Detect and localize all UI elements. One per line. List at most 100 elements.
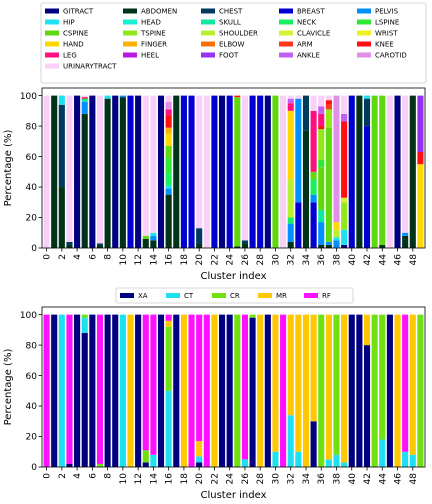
bar-segment-chest-cluster-34 (302, 95, 310, 131)
x-tick-label: 26 (241, 473, 251, 485)
bar-segment-mr-cluster-30 (272, 314, 279, 452)
legend-item-urinarytract: URINARYTRACT (45, 63, 117, 71)
y-tick-label: 40 (26, 183, 38, 193)
bar-segment-carotid-cluster-16 (165, 101, 172, 110)
bar-segment-rf-cluster-3 (66, 314, 73, 464)
bar-segment-urinarytract-cluster-33 (295, 95, 302, 99)
legend-label: ELBOW (219, 41, 245, 49)
bar-segment-urinarytract-cluster-3 (66, 95, 73, 242)
bar-segment-abdomen-cluster-48 (409, 95, 416, 249)
legend-label: HIP (63, 19, 75, 27)
legend-swatch (123, 41, 137, 47)
bar-segment-chest-cluster-26 (241, 240, 248, 244)
legend-swatch (123, 8, 137, 14)
bar-segment-breast-cluster-27 (249, 95, 256, 249)
x-ticks: 0 2 4 6 8 10 12 14 16 18 20 22 24 26 28 30 32 34 36 38 40 42 4… (43, 248, 419, 265)
legend-item-abdomen: ABDOMEN (123, 8, 177, 16)
bar-segment-mr-cluster-39 (341, 314, 348, 463)
legend-swatch (201, 30, 215, 36)
legend-item-pelvis: PELVIS (357, 8, 399, 16)
bar-segment-pelvis-cluster-14 (150, 235, 157, 241)
x-tick-label: 46 (394, 473, 404, 485)
y-tick-label: 20 (26, 433, 38, 443)
legend-swatch (279, 52, 293, 58)
bar-segment-abdomen-cluster-3 (66, 244, 73, 248)
bar-segment-knee-cluster-39 (341, 121, 348, 198)
bar-segment-finger-cluster-16 (165, 127, 172, 134)
bar-segment-pelvis-cluster-36 (318, 222, 325, 245)
legend-item-mr: MR (258, 292, 287, 300)
bar-segment-abdomen-cluster-37 (325, 244, 332, 248)
y-tick-label: 20 (26, 214, 38, 224)
x-tick-label: 8 (104, 254, 114, 260)
bar-segment-ct-cluster-30 (272, 451, 279, 467)
bar-segment-tspine-cluster-39 (341, 202, 348, 230)
bar-segment-cr-cluster-16 (165, 326, 172, 391)
bar-segment-gitract-cluster-4 (74, 95, 81, 249)
legend-label: ABDOMEN (141, 8, 177, 16)
legend-label: WRIST (375, 30, 398, 38)
y-tick-label: 100 (20, 92, 37, 102)
bar-segment-leg-cluster-36 (318, 113, 325, 127)
bar-segment-abdomen-cluster-44 (379, 244, 386, 248)
bar-segment-urinarytract-cluster-21 (203, 95, 210, 249)
x-tick-label: 36 (317, 254, 327, 266)
bar-segment-mr-cluster-46 (394, 314, 401, 467)
bar-segment-cspine-cluster-35 (310, 171, 317, 180)
x-tick-label: 28 (256, 473, 266, 485)
x-ticks: 0 2 4 6 8 10 12 14 16 18 20 22 24 26 28 30 32 34 36 38 40 42 4… (43, 467, 419, 484)
legend-swatch (45, 30, 59, 36)
x-tick-label: 2 (58, 254, 68, 260)
legend-item-carotid: CAROTID (357, 52, 407, 60)
bar-segment-abdomen-cluster-17 (173, 95, 180, 249)
x-tick-label: 24 (226, 473, 236, 485)
legend-swatch (357, 19, 371, 25)
legend-swatch (123, 19, 137, 25)
legend-swatch (279, 19, 293, 25)
bar-segment-abdomen-cluster-25 (234, 246, 241, 248)
bar-segment-abdomen-cluster-1 (51, 95, 58, 249)
bar-segment-urinarytract-cluster-13 (142, 95, 149, 236)
legend-item-cspine: CSPINE (45, 30, 88, 38)
bar-segment-arm-cluster-37 (325, 104, 332, 110)
bar-segment-pelvis-cluster-38 (333, 240, 340, 248)
legend-item-xa: XA (120, 292, 148, 300)
bar-segment-cspine-cluster-16 (165, 145, 172, 159)
bar-segment-urinarytract-cluster-37 (325, 95, 332, 101)
bar-segment-ct-cluster-16 (165, 390, 172, 467)
legend-swatch (304, 293, 318, 298)
bar-segment-cspine-cluster-44 (379, 95, 386, 245)
bar-segment-cr-cluster-44 (379, 314, 386, 440)
x-tick-label: 38 (332, 473, 342, 485)
x-tick-label: 40 (348, 473, 358, 485)
x-tick-label: 10 (119, 473, 129, 485)
legend-item-clavicle: CLAVICLE (279, 30, 330, 38)
bar-segment-rf-cluster-7 (96, 314, 104, 464)
x-tick-label: 38 (332, 254, 342, 266)
legend-label: SKULL (219, 19, 241, 27)
legend-item-gitract: GITRACT (45, 8, 94, 16)
bar-segment-urinarytract-cluster-0 (43, 95, 50, 249)
bar-segment-mr-cluster-22 (211, 314, 218, 467)
legend-label: PELVIS (375, 8, 399, 16)
bars (43, 95, 424, 249)
legend-item-heel: HEEL (123, 52, 159, 60)
legend-swatch (166, 293, 180, 298)
x-tick-label: 32 (287, 254, 297, 265)
bar-segment-xa-cluster-42 (363, 345, 371, 467)
bar-segment-abdomen-cluster-5 (81, 113, 88, 249)
bar-segment-hip-cluster-14 (150, 232, 157, 236)
x-tick-label: 20 (195, 473, 205, 485)
bar-segment-shoulder-cluster-38 (333, 229, 340, 238)
bar-segment-urinarytract-cluster-35 (310, 95, 317, 111)
legend-label: XA (138, 292, 148, 300)
bar-segment-urinarytract-cluster-7 (96, 95, 104, 244)
legend-swatch (357, 30, 371, 36)
y-tick-label: 60 (26, 372, 38, 382)
legend-label: CAROTID (375, 52, 407, 60)
bar-segment-pelvis-cluster-37 (325, 241, 332, 245)
legend-label: HAND (63, 41, 84, 49)
x-tick-label: 16 (165, 473, 175, 485)
bar-segment-abdomen-cluster-2 (58, 187, 65, 248)
